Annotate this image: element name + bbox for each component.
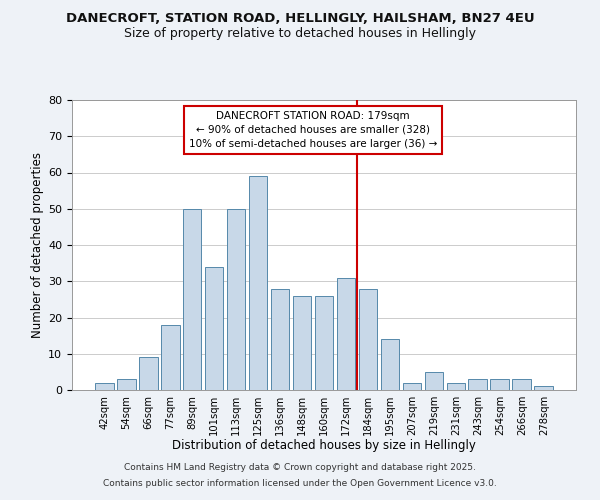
Bar	[446, 383, 465, 390]
Bar	[227, 209, 245, 390]
Bar	[183, 209, 202, 390]
Bar	[425, 372, 443, 390]
Text: Contains HM Land Registry data © Crown copyright and database right 2025.: Contains HM Land Registry data © Crown c…	[124, 464, 476, 472]
Bar	[95, 383, 113, 390]
Bar	[161, 325, 179, 390]
Bar	[337, 278, 355, 390]
Bar	[314, 296, 334, 390]
Bar	[117, 379, 136, 390]
Bar	[380, 339, 399, 390]
Bar	[293, 296, 311, 390]
Bar	[490, 379, 509, 390]
Bar	[469, 379, 487, 390]
Y-axis label: Number of detached properties: Number of detached properties	[31, 152, 44, 338]
Text: DANECROFT, STATION ROAD, HELLINGLY, HAILSHAM, BN27 4EU: DANECROFT, STATION ROAD, HELLINGLY, HAIL…	[65, 12, 535, 26]
Text: DANECROFT STATION ROAD: 179sqm
← 90% of detached houses are smaller (328)
10% of: DANECROFT STATION ROAD: 179sqm ← 90% of …	[189, 111, 437, 149]
Bar	[512, 379, 531, 390]
Bar	[535, 386, 553, 390]
Bar	[249, 176, 268, 390]
Bar	[271, 288, 289, 390]
Bar	[205, 267, 223, 390]
Bar	[359, 288, 377, 390]
Bar	[139, 358, 158, 390]
Text: Contains public sector information licensed under the Open Government Licence v3: Contains public sector information licen…	[103, 478, 497, 488]
Text: Size of property relative to detached houses in Hellingly: Size of property relative to detached ho…	[124, 28, 476, 40]
Bar	[403, 383, 421, 390]
X-axis label: Distribution of detached houses by size in Hellingly: Distribution of detached houses by size …	[172, 440, 476, 452]
